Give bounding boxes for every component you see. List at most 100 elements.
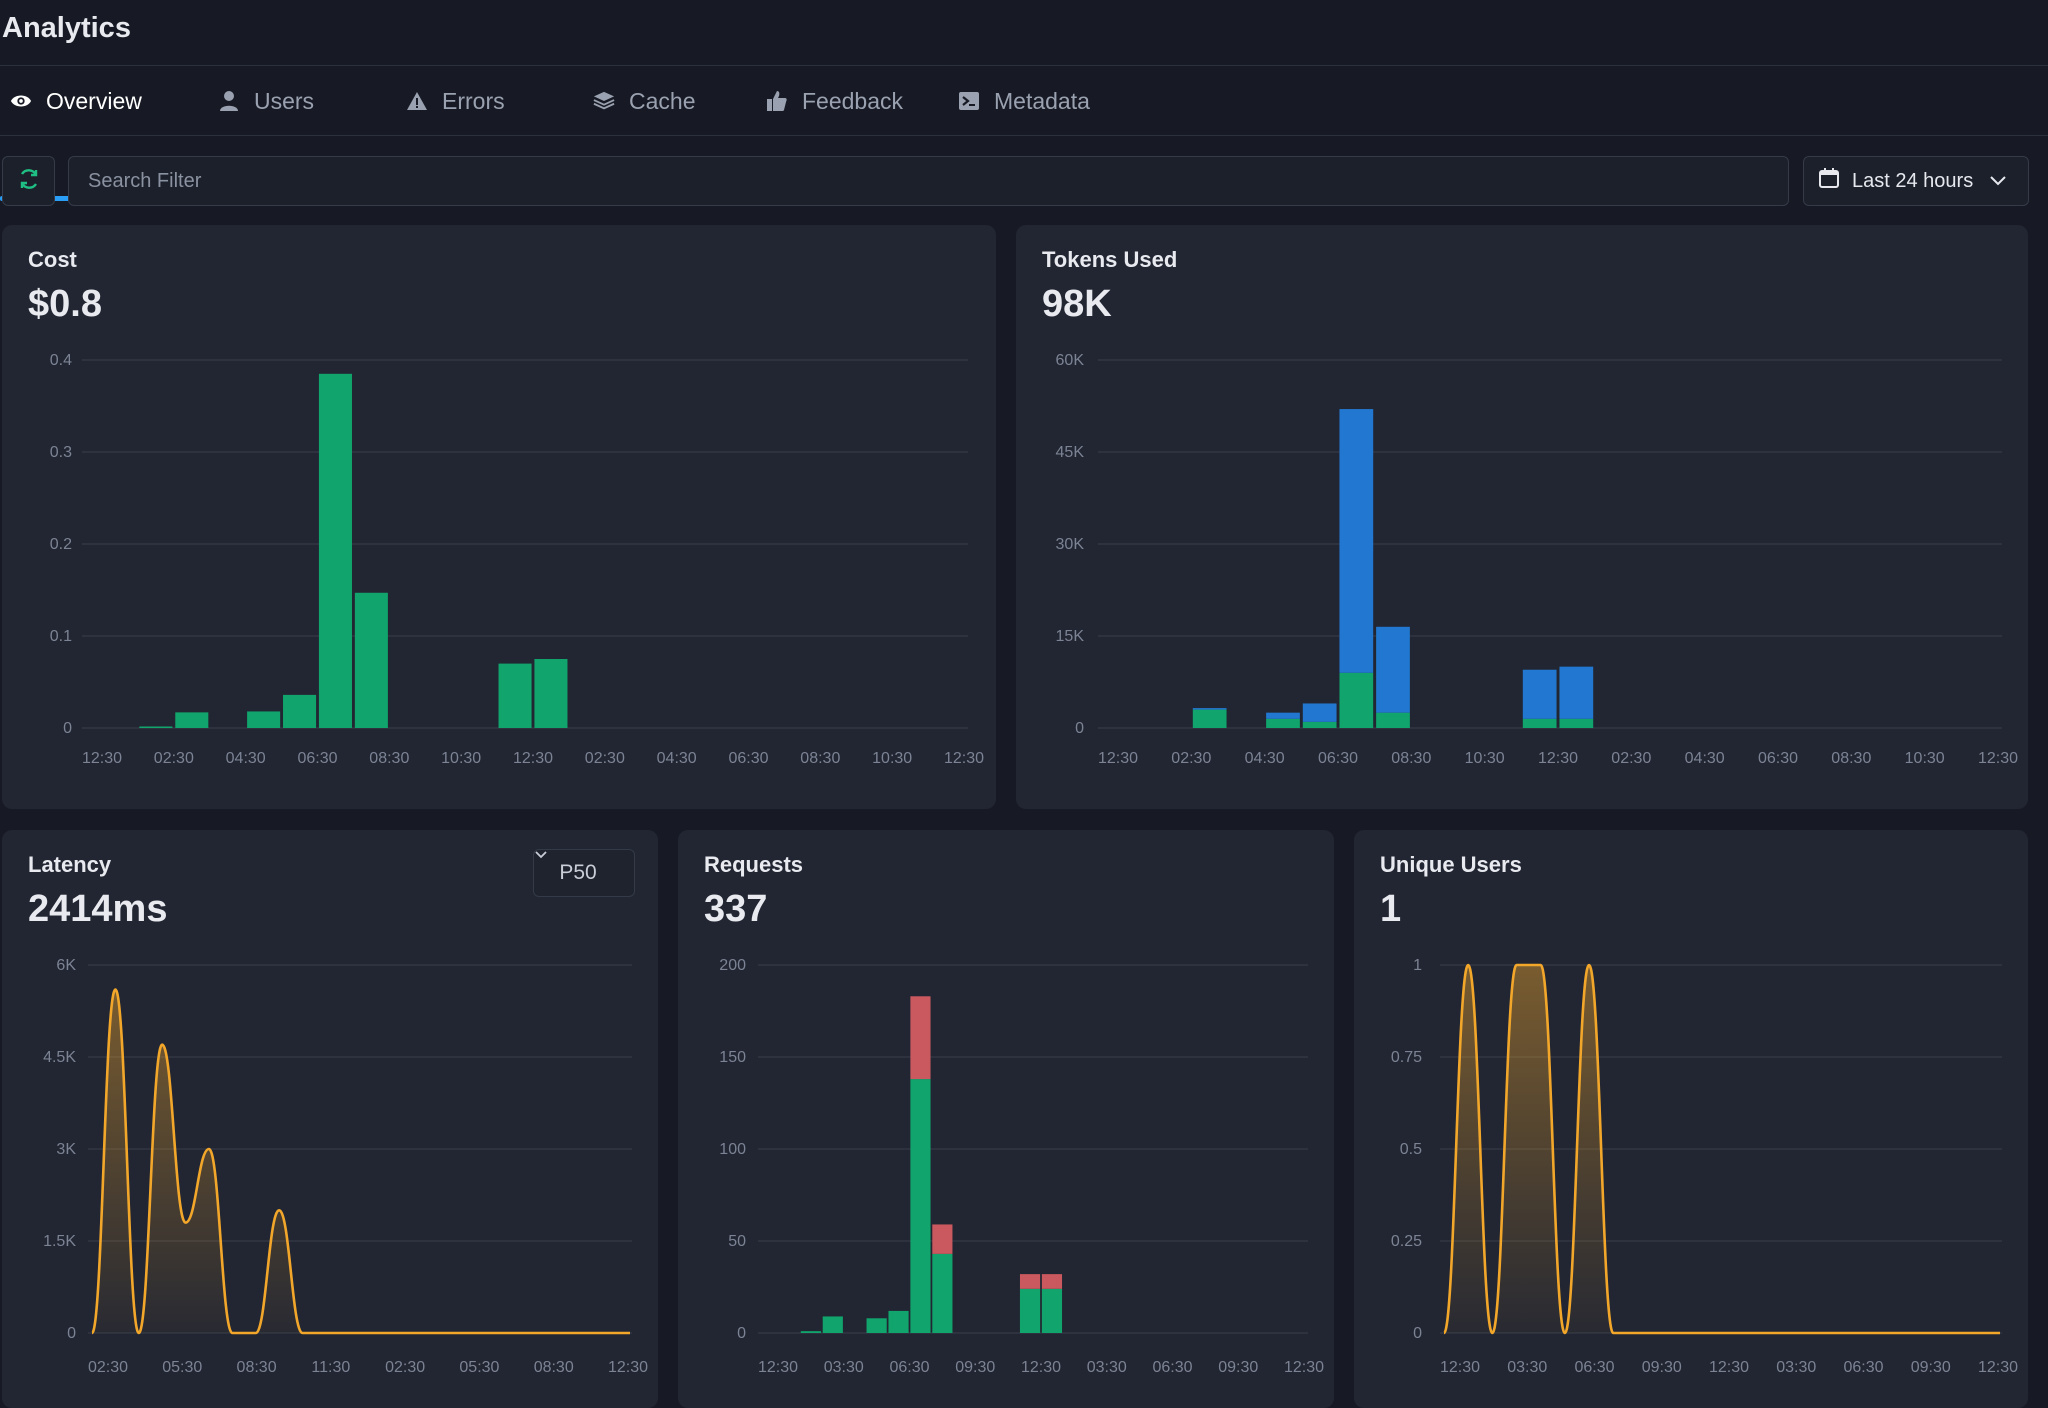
card-title: Requests — [704, 852, 804, 877]
bar — [1192, 708, 1227, 710]
x-tick-label: 12:30 — [1098, 750, 1138, 767]
tab-label: Errors — [442, 87, 505, 114]
x-tick-label: 12:30 — [82, 750, 122, 767]
x-tick-label: 12:30 — [1021, 1359, 1061, 1376]
y-tick-label: 0.4 — [50, 352, 72, 369]
y-tick-label: 150 — [719, 1049, 746, 1066]
tab-overview[interactable]: Overview — [10, 66, 142, 136]
x-tick-label: 10:30 — [441, 750, 481, 767]
x-tick-label: 12:30 — [1440, 1359, 1480, 1376]
x-tick-label: 09:30 — [1642, 1359, 1682, 1376]
tab-feedback[interactable]: Feedback — [766, 66, 903, 136]
x-tick-label: 12:30 — [758, 1359, 798, 1376]
bar — [1522, 718, 1557, 728]
app-header: Analytics — [0, 0, 2048, 66]
x-tick-label: 04:30 — [1685, 750, 1725, 767]
bar — [247, 711, 281, 728]
x-tick-label: 06:30 — [889, 1359, 929, 1376]
x-tick-label: 12:30 — [1538, 750, 1578, 767]
warning-icon — [406, 90, 428, 112]
bar — [888, 1310, 909, 1333]
bar — [1041, 1274, 1063, 1289]
card-value: 337 — [704, 888, 768, 930]
toolbar: Last 24 hours — [0, 156, 2048, 208]
x-tick-label: 10:30 — [1465, 750, 1505, 767]
x-tick-label: 10:30 — [872, 750, 912, 767]
tab-bar: Overview Users Errors Cache Feedback Met… — [0, 66, 2048, 201]
search-input[interactable] — [68, 156, 1789, 206]
page-title: Analytics — [2, 12, 131, 44]
bar — [498, 663, 532, 728]
tab-label: Users — [254, 87, 315, 114]
cost-chart: 0 0.1 0.2 0.3 0.4 12:30 02:30 04:30 06:30 08:30 10… — [50, 352, 984, 767]
x-tick-label: 09:30 — [955, 1359, 995, 1376]
x-tick-label: 12:30 — [513, 750, 553, 767]
bar — [175, 712, 209, 728]
y-tick-label: 4.5K — [43, 1049, 76, 1066]
bar — [1302, 721, 1337, 728]
bar — [1266, 712, 1300, 719]
series-line — [1442, 963, 2000, 1335]
card-title: Latency — [28, 852, 112, 877]
refresh-button[interactable] — [2, 156, 55, 206]
date-range-select[interactable]: Last 24 hours — [1803, 156, 2029, 206]
refresh-icon — [17, 167, 41, 196]
tab-users[interactable]: Users — [218, 66, 314, 136]
x-tick-label: 04:30 — [657, 750, 697, 767]
x-tick-label: 09:30 — [1218, 1359, 1258, 1376]
bar — [1339, 409, 1374, 673]
x-tick-label: 08:30 — [1391, 750, 1431, 767]
bar — [1559, 718, 1594, 728]
bar — [1019, 1288, 1041, 1333]
y-tick-label: 6K — [56, 957, 76, 974]
percentile-select[interactable]: P50 — [533, 849, 635, 897]
x-tick-label: 12:30 — [1709, 1359, 1749, 1376]
tokens-card: Tokens Used 98K 0 15K 30K 45K 60K 12:30 02:30 0… — [1016, 225, 2028, 809]
y-tick-label: 0.1 — [50, 628, 72, 645]
bar — [822, 1316, 843, 1333]
y-tick-label: 0.75 — [1391, 1049, 1422, 1066]
layers-icon — [593, 90, 615, 112]
calendar-icon — [1818, 167, 1840, 195]
users-card: Unique Users 1 0 0.25 0.5 0.75 1 12:30 03:30 06… — [1354, 830, 2028, 1408]
y-tick-label: 0 — [737, 1325, 746, 1342]
bar — [1376, 626, 1410, 713]
x-tick-label: 02:30 — [1171, 750, 1211, 767]
area-fill — [1444, 965, 2000, 1333]
bar — [1019, 1274, 1041, 1289]
bar — [932, 1224, 953, 1254]
tab-metadata[interactable]: Metadata — [958, 66, 1090, 136]
bar — [932, 1253, 953, 1333]
x-tick-label: 03:30 — [824, 1359, 864, 1376]
bar — [1041, 1288, 1063, 1333]
bar — [354, 592, 388, 728]
y-tick-label: 0 — [63, 720, 72, 737]
y-tick-label: 1.5K — [43, 1233, 76, 1250]
y-tick-label: 0 — [1075, 720, 1084, 737]
card-value: 98K — [1042, 283, 1112, 325]
x-tick-label: 09:30 — [1911, 1359, 1951, 1376]
y-tick-label: 0 — [1413, 1325, 1422, 1342]
x-tick-label: 12:30 — [1978, 750, 2018, 767]
bar — [1559, 666, 1594, 719]
x-tick-label: 03:30 — [1087, 1359, 1127, 1376]
y-tick-label: 1 — [1413, 957, 1422, 974]
area-fill — [92, 989, 630, 1333]
bar — [534, 659, 568, 728]
terminal-icon — [958, 90, 980, 112]
x-tick-label: 04:30 — [226, 750, 266, 767]
tab-cache[interactable]: Cache — [593, 66, 695, 136]
bar — [318, 373, 352, 728]
tab-errors[interactable]: Errors — [406, 66, 505, 136]
y-tick-label: 30K — [1056, 536, 1085, 553]
bar — [800, 1331, 821, 1333]
y-tick-label: 0.3 — [50, 444, 72, 461]
series-line — [90, 988, 630, 1335]
bar — [283, 694, 317, 728]
bar — [1302, 703, 1337, 722]
tab-label: Cache — [629, 87, 696, 114]
x-tick-label: 06:30 — [1758, 750, 1798, 767]
bar — [910, 996, 931, 1080]
card-value: $0.8 — [28, 283, 102, 325]
tab-label: Feedback — [802, 87, 904, 114]
